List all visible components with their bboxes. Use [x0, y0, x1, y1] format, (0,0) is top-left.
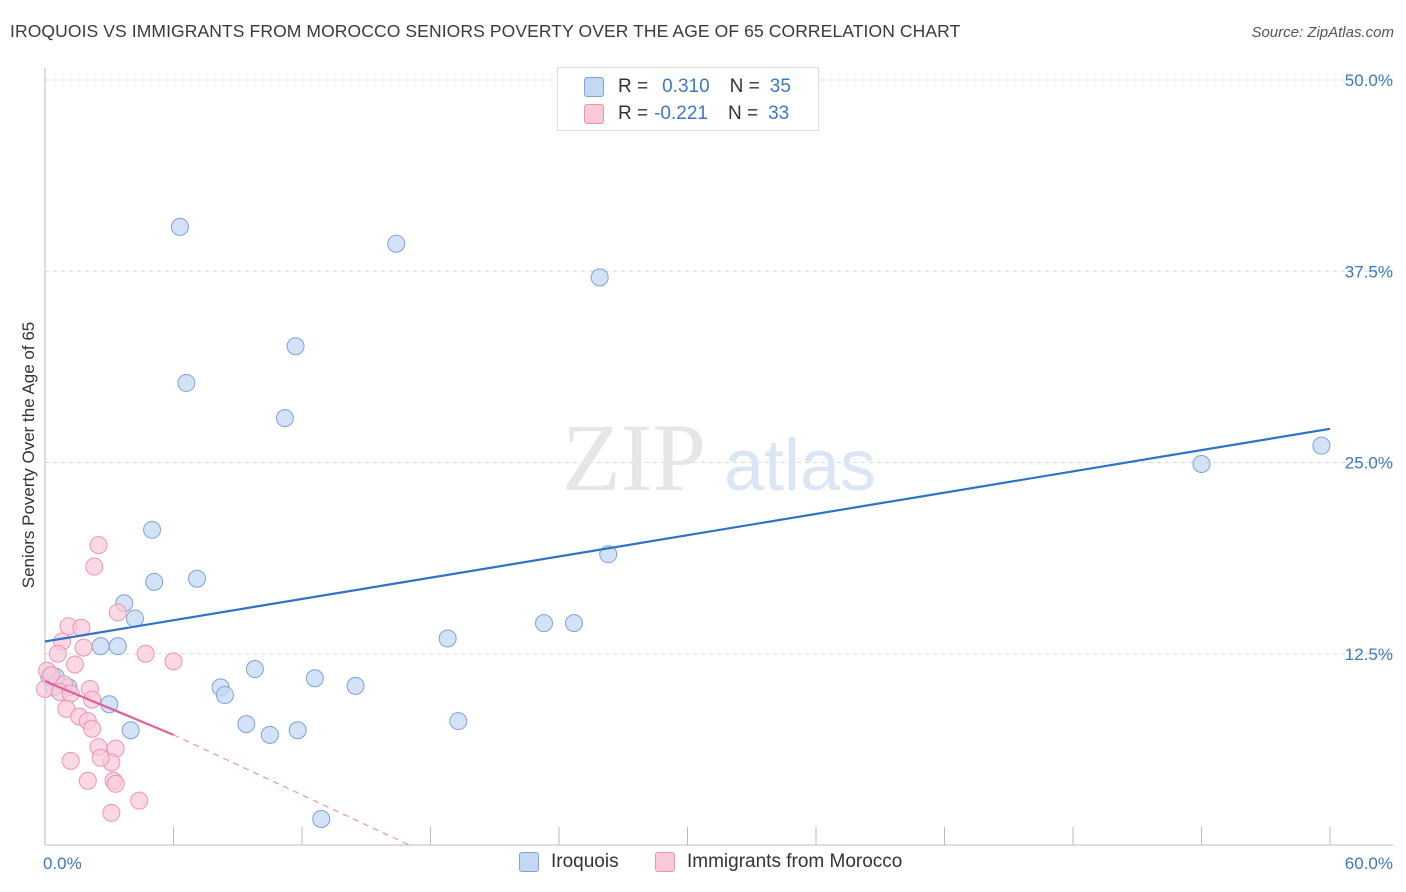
stats-legend: R = 0.310 N = 35 R = -0.221 N = 33: [557, 67, 819, 131]
y-tick-label: 25.0%: [1345, 454, 1393, 473]
iroquois-point: [535, 614, 554, 633]
iroquois-point: [245, 660, 264, 679]
morocco-point: [65, 655, 84, 674]
iroquois-point: [177, 373, 196, 392]
morocco-swatch: [584, 104, 604, 124]
series-iroquois-points: [40, 217, 1331, 828]
iroquois-swatch: [584, 77, 604, 97]
morocco-point: [130, 791, 149, 810]
morocco-point: [61, 751, 80, 770]
morocco-point: [106, 774, 125, 793]
iroquois-point: [438, 629, 457, 648]
morocco-point: [83, 690, 102, 709]
y-tick-label: 37.5%: [1345, 262, 1393, 281]
morocco-point: [108, 603, 127, 622]
iroquois-point: [286, 337, 305, 356]
iroquois-point: [590, 268, 609, 287]
iroquois-point: [1192, 455, 1211, 474]
morocco-point: [85, 557, 104, 576]
iroquois-point: [91, 637, 110, 656]
iroquois-point: [564, 614, 583, 633]
morocco-point: [89, 536, 108, 555]
n-label: N =: [727, 103, 759, 124]
morocco-swatch: [655, 852, 675, 872]
grid-lines: [45, 79, 1393, 655]
iroquois-point: [188, 569, 207, 588]
watermark-atlas: atlas: [724, 426, 876, 506]
r-label: R =: [618, 76, 649, 97]
iroquois-swatch: [519, 852, 539, 872]
morocco-point: [164, 652, 183, 671]
r-value: -0.221: [654, 103, 708, 124]
trend-lines: [44, 427, 1331, 846]
morocco-point: [102, 803, 121, 822]
legend-item-morocco: Immigrants from Morocco: [655, 851, 902, 873]
iroquois-point: [312, 809, 331, 828]
source-label: Source: ZipAtlas.com: [1251, 24, 1394, 41]
iroquois-trend-line: [44, 427, 1331, 643]
iroquois-point: [121, 721, 140, 740]
morocco-point: [83, 719, 102, 738]
y-tick-label: 50.0%: [1345, 71, 1393, 90]
legend-label-iroquois: Iroquois: [551, 851, 619, 872]
watermark-zip: ZIP: [562, 404, 706, 511]
iroquois-point: [387, 234, 406, 253]
legend-item-iroquois: Iroquois: [519, 851, 619, 873]
iroquois-point: [143, 520, 162, 539]
iroquois-point: [346, 676, 365, 695]
n-value: 35: [769, 76, 791, 97]
x-tick-label: 0.0%: [43, 854, 82, 873]
n-label: N =: [729, 76, 760, 97]
r-label: R =: [618, 103, 649, 124]
stats-legend-row-morocco: R = -0.221 N = 33: [584, 102, 789, 126]
tick-labels: 12.5% 25.0% 37.5% 50.0% 0.0% 60.0%: [43, 71, 1393, 873]
series-legend: Iroquois Immigrants from Morocco: [0, 851, 1406, 879]
morocco-point: [74, 638, 93, 657]
iroquois-point: [215, 686, 234, 705]
morocco-point: [78, 771, 97, 790]
iroquois-point: [449, 712, 468, 731]
stats-legend-row-iroquois: R = 0.310 N = 35: [584, 75, 791, 99]
y-axis-label: Seniors Poverty Over the Age of 65: [19, 322, 38, 588]
axes: [44, 68, 1393, 846]
iroquois-point: [170, 217, 189, 236]
iroquois-point: [260, 725, 279, 744]
series-morocco-points: [36, 536, 183, 822]
iroquois-point: [1312, 436, 1331, 455]
r-value: 0.310: [662, 76, 710, 97]
legend-label-morocco: Immigrants from Morocco: [687, 851, 903, 872]
iroquois-point: [275, 409, 294, 428]
iroquois-point: [145, 572, 164, 591]
iroquois-point: [305, 669, 324, 688]
iroquois-point: [108, 637, 127, 656]
morocco-point: [136, 644, 155, 663]
chart-title: IROQUOIS VS IMMIGRANTS FROM MOROCCO SENI…: [10, 21, 961, 41]
morocco-point: [48, 644, 67, 663]
iroquois-point: [237, 715, 256, 734]
morocco-point: [91, 748, 110, 767]
y-tick-label: 12.5%: [1345, 645, 1393, 664]
iroquois-point: [125, 609, 144, 628]
watermark: ZIP atlas: [562, 404, 876, 511]
x-tick-label: 60.0%: [1345, 854, 1393, 873]
morocco-trend-extension: [173, 734, 410, 846]
n-value: 33: [768, 103, 790, 124]
iroquois-point: [288, 721, 307, 740]
morocco-trend-line: [44, 680, 174, 736]
